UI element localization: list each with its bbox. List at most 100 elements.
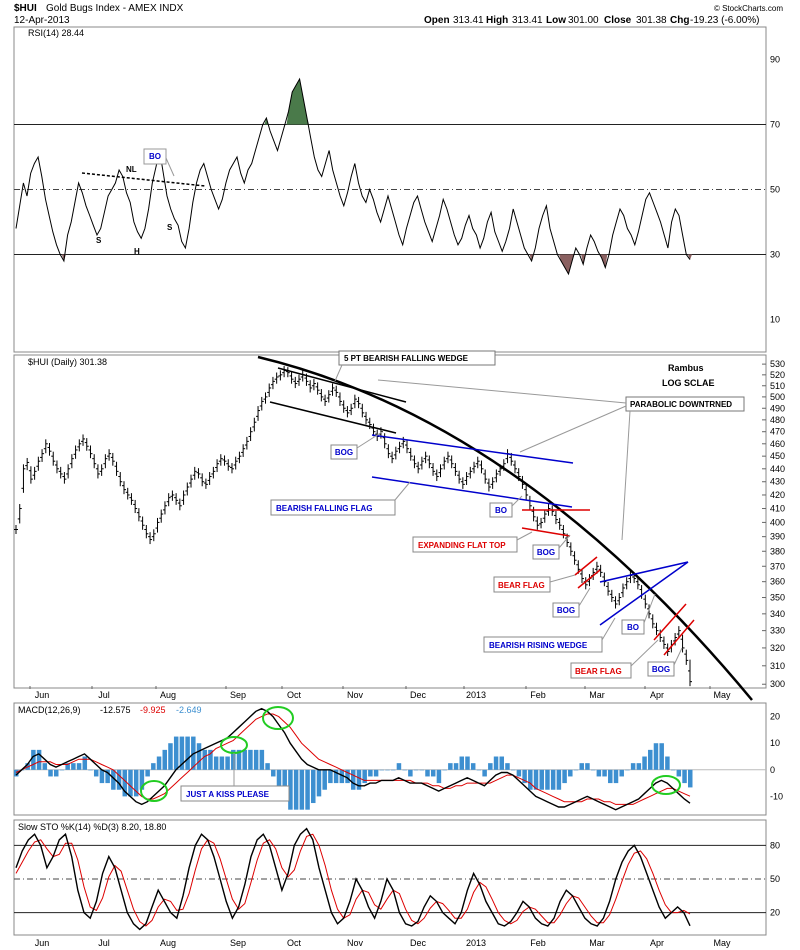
open-label: Open (424, 15, 450, 26)
macd-histogram-bar (111, 769, 116, 790)
macd-histogram-bar (528, 769, 533, 790)
sto-panel (13, 819, 767, 936)
bo1-pointer (511, 495, 523, 507)
wedge-label-box (338, 350, 496, 366)
bear-flag2-bottom (663, 619, 695, 656)
macd-histogram-bar (71, 763, 76, 770)
macd-histogram-bar (676, 769, 682, 777)
macd-histogram-bar (419, 769, 425, 771)
bear-flag1-bottom (577, 569, 601, 589)
macd-histogram-bar (328, 769, 333, 784)
sto-k-line (15, 827, 691, 931)
month-label-price: May (713, 690, 731, 700)
rsi-bo-label: BO (149, 152, 161, 161)
macd-histogram-bar (488, 763, 493, 770)
chart-date: 12-Apr-2013 (14, 15, 70, 26)
macd-histogram-bar (665, 756, 670, 770)
macd-histogram-bar (311, 769, 316, 804)
macd-histogram-bar (265, 763, 270, 770)
month-label-price: Jul (98, 690, 110, 700)
rising-wedge-label: BEARISH RISING WEDGE (489, 641, 588, 650)
macd-histogram-bar (168, 743, 173, 770)
macd-histogram-bar (305, 769, 310, 810)
macd-histogram-bar (242, 749, 247, 770)
macd-histogram-bar (225, 756, 230, 770)
macd-histogram-bar (448, 763, 453, 770)
chg-value: -19.23 (-6.00%) (690, 15, 759, 26)
macd-histogram-bar (345, 769, 350, 784)
sto-tick-label: 80 (770, 840, 780, 850)
wedge2-bottom (599, 561, 689, 626)
macd-histogram-bar (42, 763, 48, 770)
bog1-pointer (356, 431, 383, 449)
macd-histogram-bar (642, 756, 647, 770)
month-label-sto: Jun (35, 938, 50, 948)
month-label-sto: 2013 (466, 938, 486, 948)
annotation-layer: NL BO S H S 5 PT BEARISH FALLING WEDGE R… (81, 148, 753, 802)
flag-top-line (371, 434, 574, 464)
macd-histogram-bar (556, 769, 562, 790)
macd-histogram-bar (368, 769, 373, 777)
macd-histogram-bar (179, 736, 185, 770)
macd-histogram-bar (373, 769, 379, 777)
month-label-price: Nov (347, 690, 364, 700)
macd-histogram-bar (76, 763, 82, 770)
macd-histogram-bar (351, 769, 356, 790)
macd-histogram-bar (236, 749, 242, 770)
bear-flag2-box (570, 662, 632, 679)
wedge-label: 5 PT BEARISH FALLING WEDGE (344, 354, 469, 363)
falling-flag-pointer (394, 481, 411, 501)
month-label-price: Dec (410, 690, 427, 700)
bear-flag1-label: BEAR FLAG (498, 581, 545, 590)
price-tick-label: 510 (770, 381, 785, 391)
macd-histogram-bar (139, 769, 145, 790)
macd-histogram-bar (602, 769, 607, 777)
macd-histogram-bar (425, 769, 430, 777)
low-value: 301.00 (568, 15, 599, 26)
macd-tick-label: 20 (770, 712, 780, 722)
wedge-top-line (277, 367, 407, 403)
bo2-pointer (643, 593, 656, 624)
macd-histogram-bar (253, 749, 259, 770)
wedge-bottom-line (269, 401, 397, 434)
close-label: Close (604, 15, 632, 26)
index-name: Gold Bugs Index - AMEX INDX (46, 3, 184, 14)
macd-line (15, 707, 691, 811)
macd-histogram-bar (213, 756, 219, 770)
bear-flag1-top (574, 556, 598, 576)
macd-histogram-bar (173, 736, 179, 770)
macd-histogram-bar (619, 769, 624, 777)
macd-histogram-bar (636, 763, 642, 770)
macd-tick-label: -10 (770, 791, 783, 801)
flat-bottom-line (521, 527, 571, 537)
macd-histogram-bar (653, 743, 659, 770)
parabolic-curve (257, 355, 753, 701)
macd-histogram-bar (339, 769, 345, 784)
macd-histogram-bar (322, 769, 327, 790)
rsi-tick-label: 10 (770, 315, 780, 325)
symbol: $HUI (14, 3, 37, 14)
price-tick-label: 370 (770, 561, 785, 571)
price-tick-label: 400 (770, 517, 785, 527)
macd-histogram-bar (573, 769, 579, 771)
month-label-sto: Apr (650, 938, 664, 948)
low-label: Low (546, 15, 566, 26)
macd-histogram-bar (202, 749, 207, 770)
flag-bottom-line (371, 476, 573, 508)
macd-histogram-bar (533, 769, 539, 790)
macd-histogram-bar (585, 763, 590, 770)
month-label-sto: Mar (589, 938, 605, 948)
bear-flag1-box (493, 576, 551, 593)
macd-histogram-bar (99, 769, 105, 784)
price-tick-label: 340 (770, 609, 785, 619)
falling-flag-box (270, 499, 396, 516)
bo2-box (621, 619, 645, 635)
macd-histogram-bar (59, 769, 65, 771)
price-tick-label: 530 (770, 359, 785, 369)
rsi-bo-pointer (165, 157, 175, 177)
rsi-oversold-fill (559, 254, 575, 274)
macd-histogram-bar (499, 756, 505, 770)
month-label-sto: Jul (98, 938, 110, 948)
macd-histogram-bar (659, 743, 664, 770)
bog4-label: BOG (652, 665, 670, 674)
